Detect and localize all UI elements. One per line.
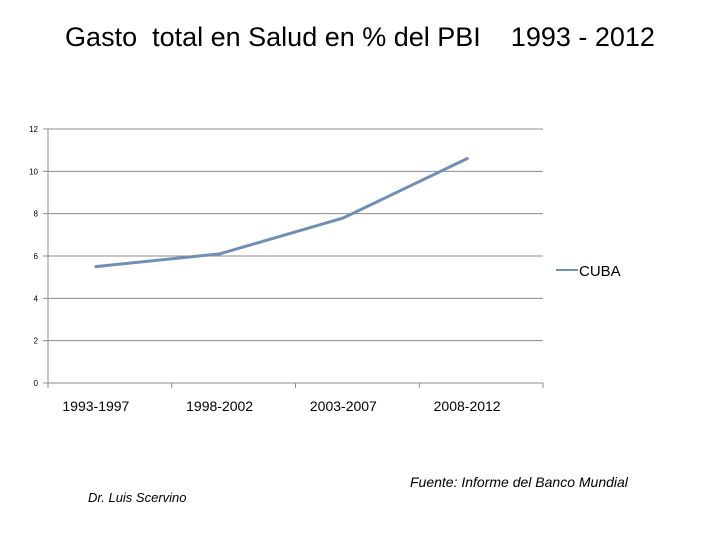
x-tick-label-1: 1993-1997: [62, 398, 129, 414]
y-tick-label-12: 12: [29, 125, 38, 134]
data-point-4: [465, 157, 469, 161]
series-line-cuba: [94, 157, 469, 269]
y-tick-label-10: 10: [29, 167, 38, 176]
chart-title: Gasto total en Salud en % del PBI 1993 -…: [65, 22, 655, 52]
x-tick-label-2: 1998-2002: [186, 398, 253, 414]
series-group: [94, 157, 469, 269]
y-tick-label-4: 4: [34, 294, 39, 303]
data-point-3: [341, 216, 345, 220]
source-note: Fuente: Informe del Banco Mundial: [410, 474, 628, 490]
y-axis-ticks: 0 2 4 6 8 10 12: [29, 125, 48, 388]
y-tick-label-0: 0: [34, 379, 39, 388]
data-point-2: [218, 252, 222, 256]
data-point-1: [94, 265, 98, 269]
y-tick-label-6: 6: [34, 252, 39, 261]
legend: CUBA: [556, 263, 621, 280]
x-axis: 1993-1997 1998-2002 2003-2007 2008-2012: [47, 129, 544, 414]
x-tick-label-3: 2003-2007: [310, 398, 377, 414]
y-tick-label-8: 8: [34, 210, 39, 219]
x-tick-label-4: 2008-2012: [434, 398, 501, 414]
grid-lines: [48, 128, 543, 384]
author-credit: Dr. Luis Scervino: [88, 490, 187, 505]
y-tick-label-2: 2: [34, 337, 39, 346]
legend-label-0: CUBA: [579, 263, 621, 280]
